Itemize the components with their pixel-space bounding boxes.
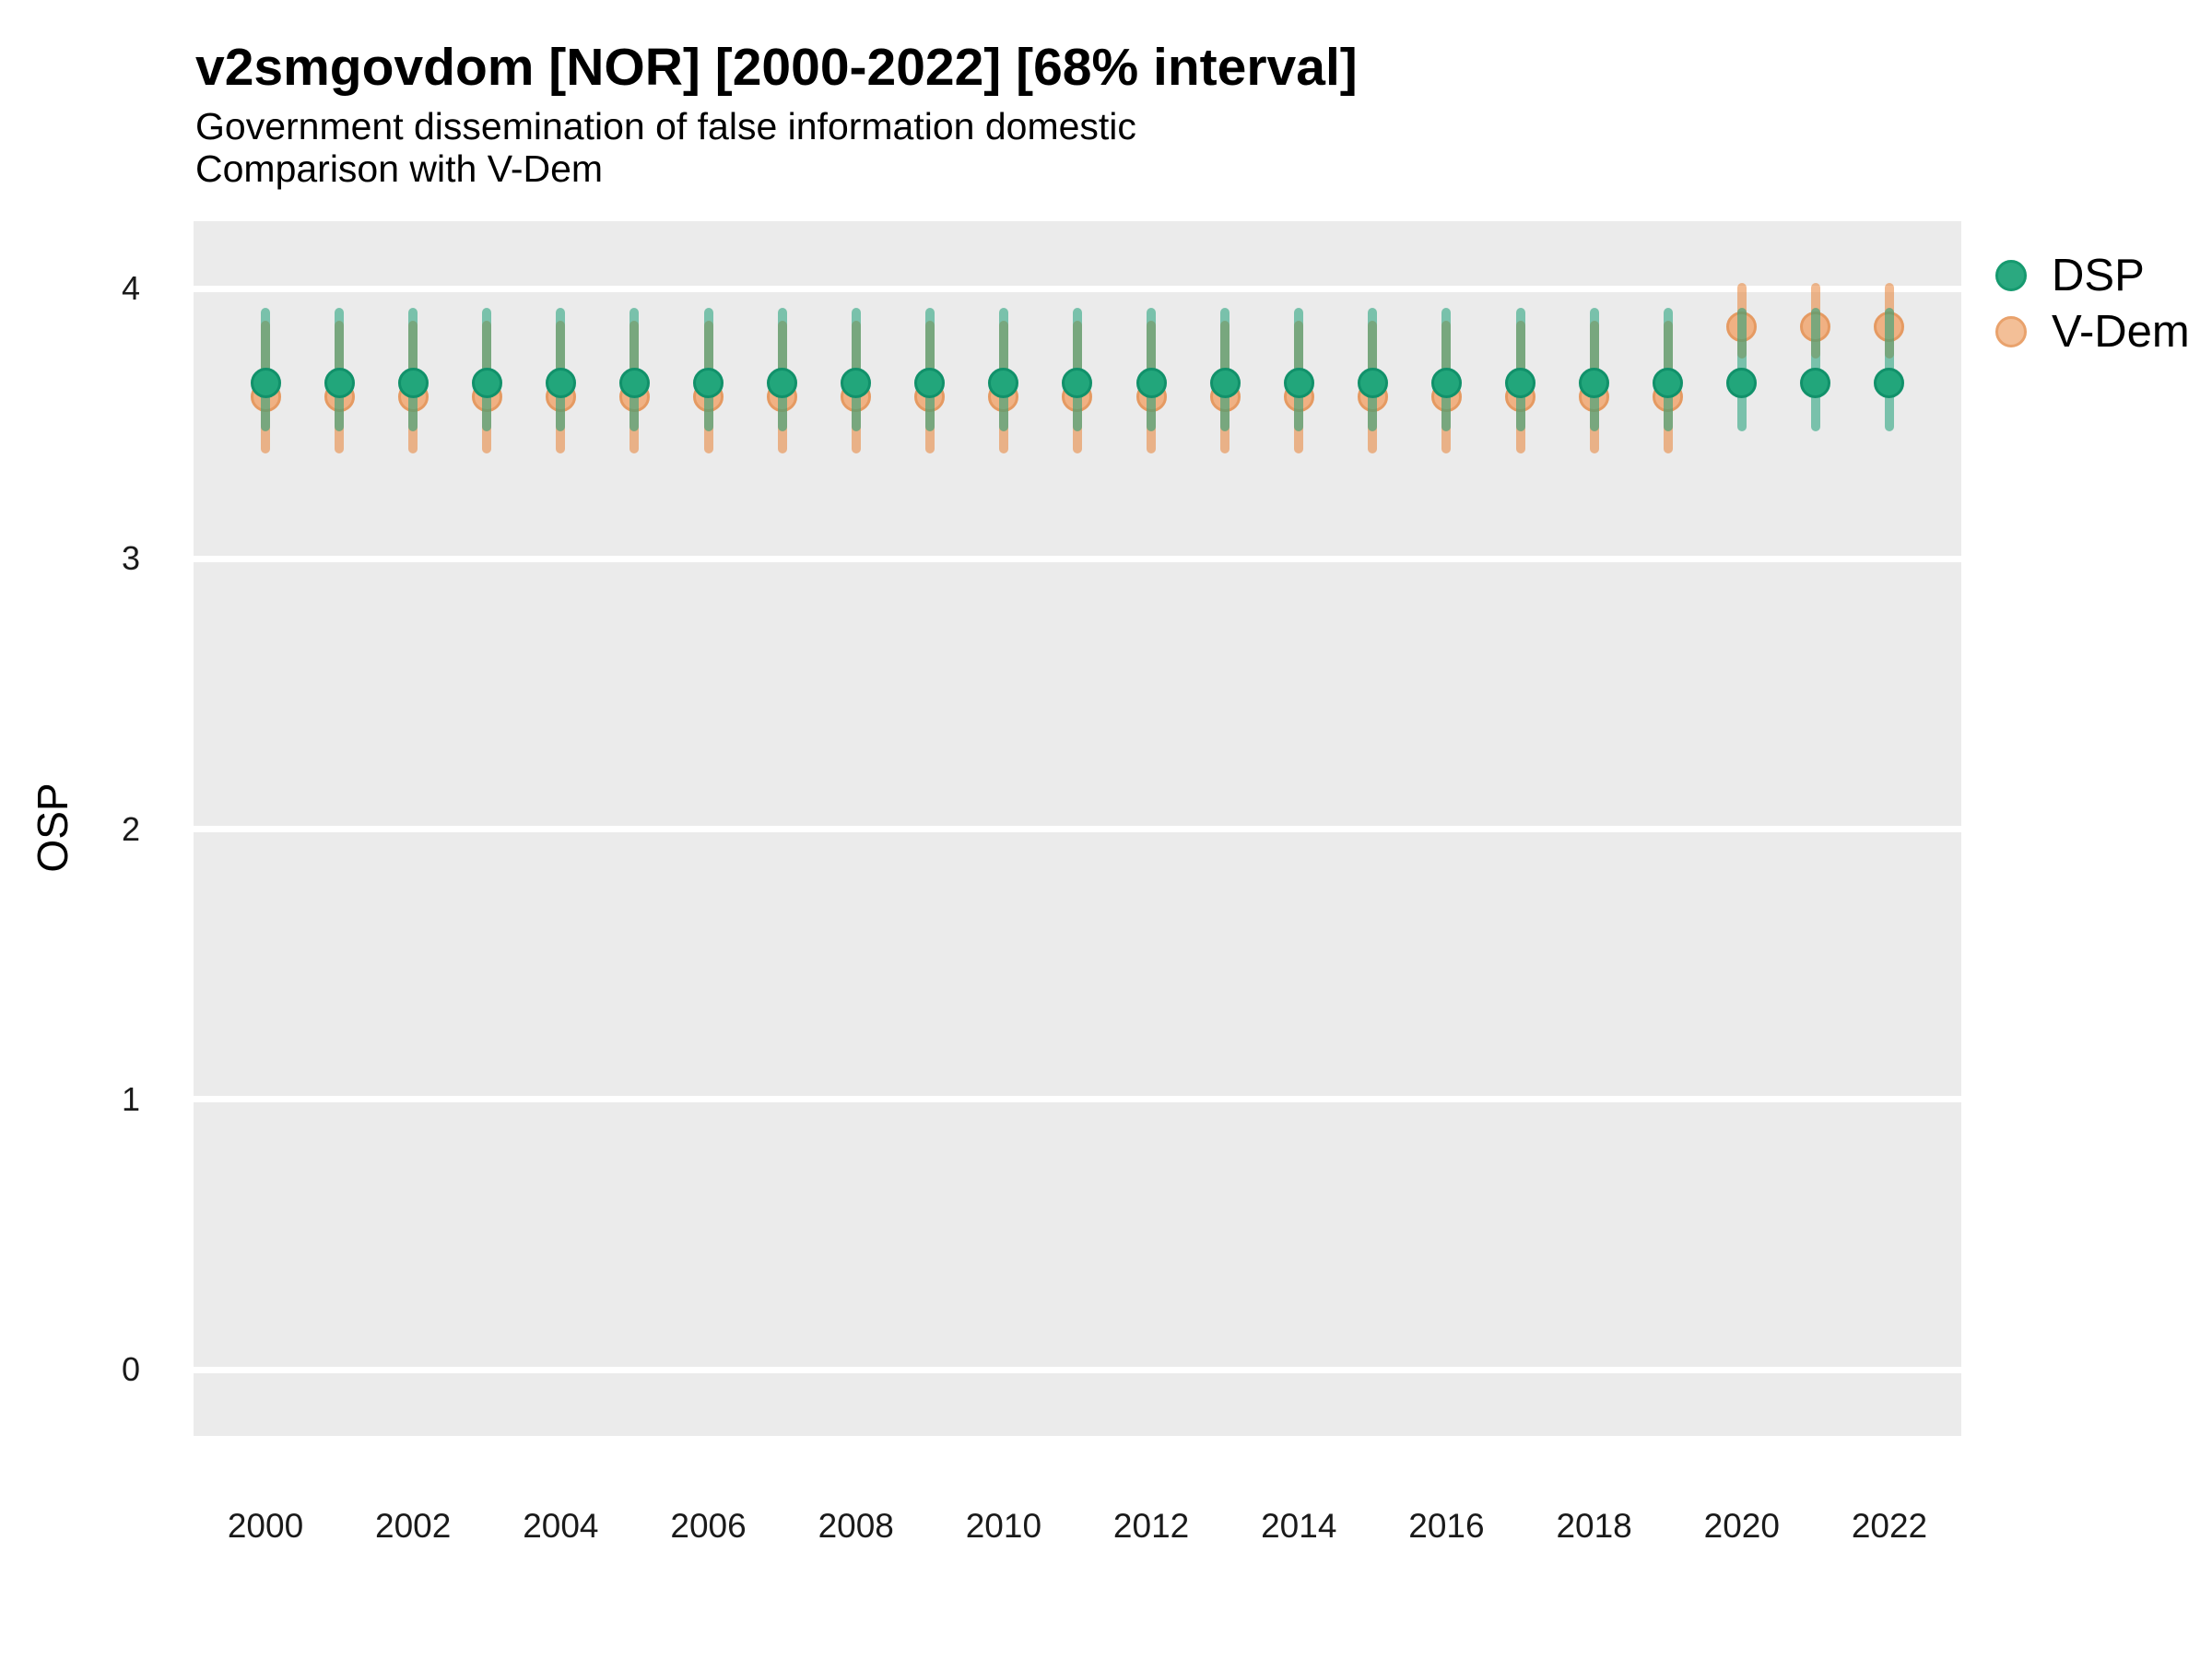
dsp-point xyxy=(397,368,429,399)
legend-label-dsp: DSP xyxy=(2052,250,2145,300)
chart-subtitle-line1: Government dissemination of false inform… xyxy=(195,105,1136,147)
x-tick-label: 2020 xyxy=(1703,1507,1780,1545)
dsp-point xyxy=(693,368,724,399)
dsp-point xyxy=(1357,368,1388,399)
dsp-point xyxy=(618,368,650,399)
vdem-legend-swatch-icon xyxy=(1995,315,2027,347)
y-tick-label: 2 xyxy=(121,809,140,848)
dsp-point xyxy=(1283,368,1314,399)
dsp-point xyxy=(841,368,872,399)
y-tick-label: 4 xyxy=(121,269,140,307)
x-tick-label: 2004 xyxy=(523,1507,599,1545)
x-tick-label: 2008 xyxy=(818,1507,894,1545)
major-gridline xyxy=(194,555,1961,562)
dsp-point xyxy=(1726,368,1758,399)
dsp-point xyxy=(1209,368,1241,399)
legend-label-vdem: V-Dem xyxy=(2052,306,2190,357)
legend-item-dsp: DSP xyxy=(1983,247,2190,303)
y-tick-label: 0 xyxy=(121,1350,140,1388)
x-tick-label: 2000 xyxy=(227,1507,304,1545)
chart-title: v2smgovdom [NOR] [2000-2022] [68% interv… xyxy=(195,38,1358,97)
dsp-point xyxy=(1800,368,1831,399)
dsp-point xyxy=(988,368,1019,399)
dsp-point xyxy=(1874,368,1905,399)
dsp-point xyxy=(545,368,576,399)
x-tick-label: 2018 xyxy=(1556,1507,1632,1545)
legend: DSP V-Dem xyxy=(1983,247,2190,359)
major-gridline xyxy=(194,826,1961,832)
dsp-point xyxy=(471,368,502,399)
x-tick-label: 2006 xyxy=(670,1507,747,1545)
dsp-point xyxy=(914,368,946,399)
x-tick-label: 2002 xyxy=(375,1507,452,1545)
x-tick-label: 2014 xyxy=(1261,1507,1337,1545)
dsp-point xyxy=(767,368,798,399)
major-gridline xyxy=(194,1366,1961,1373)
dsp-point xyxy=(324,368,355,399)
dsp-point xyxy=(250,368,281,399)
x-tick-label: 2022 xyxy=(1851,1507,1928,1545)
chart-subtitle-line2: Comparison with V-Dem xyxy=(195,147,604,190)
dsp-point xyxy=(1062,368,1093,399)
x-tick-label: 2012 xyxy=(1112,1507,1190,1545)
x-tick-label: 2016 xyxy=(1408,1507,1485,1545)
major-gridline xyxy=(194,285,1961,292)
dsp-point xyxy=(1579,368,1610,399)
dsp-point xyxy=(1430,368,1462,399)
legend-item-vdem: V-Dem xyxy=(1983,303,2190,359)
y-tick-label: 1 xyxy=(121,1079,140,1118)
dsp-point xyxy=(1135,368,1167,399)
dsp-legend-swatch-icon xyxy=(1995,259,2027,291)
x-tick-label: 2010 xyxy=(965,1507,1042,1545)
y-tick-label: 3 xyxy=(121,539,140,578)
major-gridline xyxy=(194,1096,1961,1103)
dsp-point xyxy=(1505,368,1536,399)
dsp-point xyxy=(1653,368,1684,399)
